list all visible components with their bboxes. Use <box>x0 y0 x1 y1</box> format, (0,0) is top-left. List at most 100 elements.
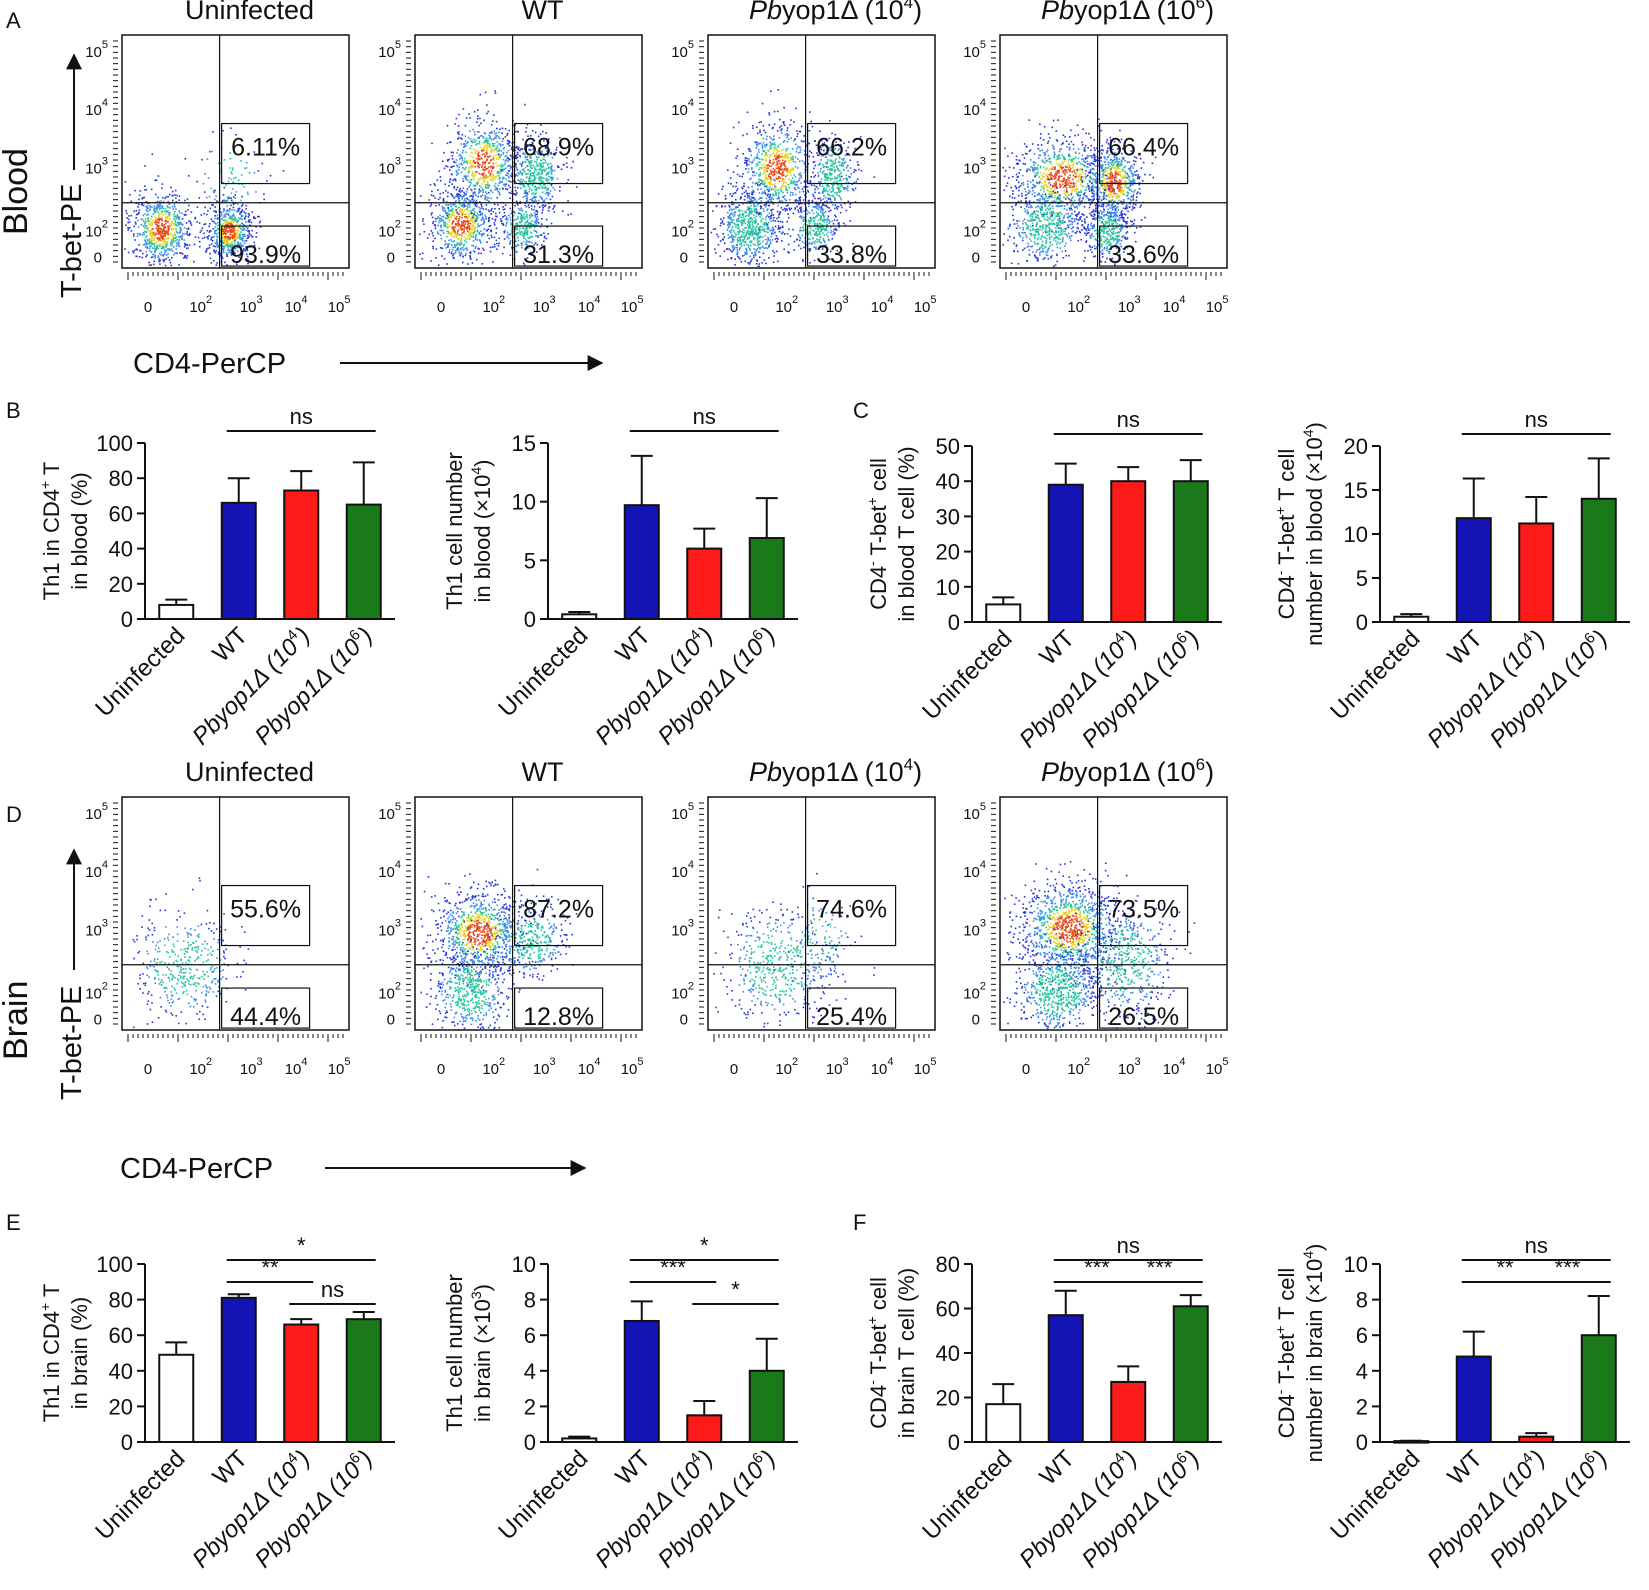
flow-event-dot <box>731 219 734 222</box>
flow-event-dot <box>787 184 790 186</box>
flow-event-dot <box>734 211 737 213</box>
flow-event-dot <box>772 227 774 230</box>
flow-event-dot <box>497 174 500 177</box>
flow-event-dot <box>469 181 471 183</box>
flow-event-dot <box>490 234 493 237</box>
flow-event-dot <box>744 159 746 162</box>
flow-event-dot <box>149 230 151 232</box>
flow-event-dot <box>550 173 553 175</box>
flow-event-dot <box>540 164 543 166</box>
flow-event-dot <box>234 248 237 250</box>
flow-event-dot <box>470 145 473 147</box>
flow-event-dot <box>487 187 490 189</box>
flow-event-dot <box>251 236 253 238</box>
flow-event-dot <box>526 257 529 259</box>
flow-event-dot <box>521 244 523 247</box>
flow-event-dot <box>234 232 237 235</box>
flow-event-dot <box>505 159 507 161</box>
flow-event-dot <box>465 220 467 222</box>
flow-event-dot <box>482 173 484 175</box>
flow-event-dot <box>774 220 777 222</box>
flow-event-dot <box>741 175 743 178</box>
flow-event-dot <box>532 192 534 194</box>
flow-event-dot <box>738 228 740 230</box>
flow-event-dot <box>481 263 484 265</box>
flow-event-dot <box>502 215 504 218</box>
flow-event-dot <box>782 172 784 174</box>
flow-event-dot <box>231 226 234 228</box>
flow-event-dot <box>497 203 499 206</box>
flow-event-dot <box>466 221 468 223</box>
flow-event-dot <box>506 134 508 136</box>
flow-event-dot <box>491 165 493 168</box>
flow-event-dot <box>519 212 522 215</box>
flow-event-dot <box>234 194 236 196</box>
flow-event-dot <box>505 154 508 157</box>
flow-event-dot <box>442 229 444 232</box>
flow-event-dot <box>164 207 167 210</box>
flow-event-dot <box>764 218 767 221</box>
flow-event-dot <box>222 194 225 196</box>
flow-event-dot <box>198 197 200 199</box>
flow-event-dot <box>793 188 796 190</box>
flow-event-dot <box>531 215 534 217</box>
flow-event-dot <box>778 201 781 203</box>
flow-event-dot <box>765 204 768 206</box>
flow-event-dot <box>422 220 424 223</box>
flow-event-dot <box>211 240 214 242</box>
flow-event-dot <box>164 197 166 200</box>
flow-event-dot <box>478 172 480 175</box>
flow-event-dot <box>477 252 480 255</box>
flow-event-dot <box>559 186 561 188</box>
flow-event-dot <box>431 142 433 145</box>
flow-event-dot <box>455 161 457 164</box>
flow-event-dot <box>167 220 169 223</box>
flow-event-dot <box>233 219 236 221</box>
text-span: 10 <box>482 299 499 316</box>
flow-event-dot <box>532 181 534 183</box>
flow-event-dot <box>497 155 500 157</box>
flow-event-dot <box>517 207 520 210</box>
flow-event-dot <box>544 147 547 150</box>
flow-event-dot <box>486 153 488 155</box>
flow-event-dot <box>767 196 770 198</box>
flow-event-dot <box>793 121 795 123</box>
flow-event-dot <box>528 190 530 193</box>
flow-event-dot <box>464 247 467 250</box>
flow-event-dot <box>746 237 749 239</box>
flow-event-dot <box>745 234 747 236</box>
flow-event-dot <box>731 227 734 229</box>
flow-event-dot <box>478 124 480 127</box>
flow-event-dot <box>777 167 780 169</box>
flow-event-dot <box>200 229 203 232</box>
flow-event-dot <box>498 188 501 190</box>
flow-event-dot <box>434 227 437 230</box>
flow-event-dot <box>748 248 751 250</box>
flow-event-dot <box>541 245 544 248</box>
flow-event-dot <box>240 160 242 162</box>
flow-event-dot <box>507 176 510 179</box>
flow-event-dot <box>154 210 157 213</box>
flow-event-dot <box>741 241 743 244</box>
flow-event-dot <box>167 233 169 236</box>
flow-event-dot <box>226 264 228 266</box>
flow-event-dot <box>242 203 244 206</box>
flow-event-dot <box>473 228 475 230</box>
flow-event-dot <box>227 240 229 243</box>
flow-event-dot <box>496 150 498 153</box>
flow-event-dot <box>773 232 775 235</box>
flow-event-dot <box>490 170 493 172</box>
flow-event-dot <box>752 181 754 184</box>
flow-event-dot <box>484 184 487 186</box>
flow-event-dot <box>172 222 175 225</box>
flow-event-dot <box>493 184 496 187</box>
flow-event-dot <box>510 192 512 195</box>
flow-event-dot <box>511 246 513 249</box>
flow-event-dot <box>715 205 718 207</box>
flow-event-dot <box>742 153 744 155</box>
flow-event-dot <box>541 150 543 153</box>
flow-event-dot <box>464 237 467 240</box>
flow-event-dot <box>438 221 440 224</box>
flow-event-dot <box>149 233 151 235</box>
